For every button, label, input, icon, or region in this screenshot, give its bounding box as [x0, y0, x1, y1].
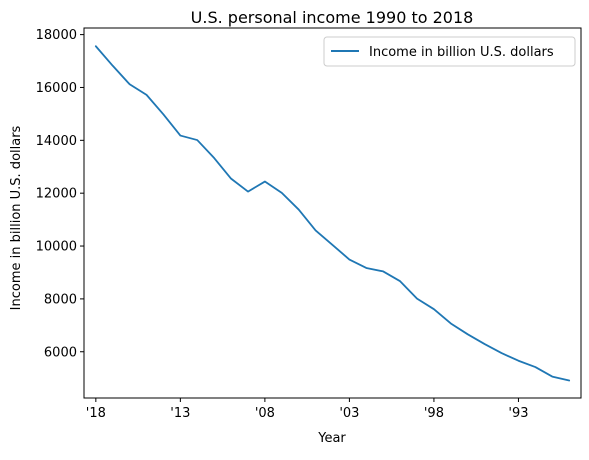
- chart-title: U.S. personal income 1990 to 2018: [191, 8, 474, 27]
- x-tick-label: '93: [508, 406, 528, 421]
- y-axis: 6000 8000 10000 12000 14000 16000 18000: [36, 28, 84, 360]
- y-tick-label: 12000: [36, 187, 77, 202]
- legend: Income in billion U.S. dollars: [323, 36, 576, 67]
- plot-frame: [83, 27, 582, 399]
- x-tick-label: '03: [339, 406, 359, 421]
- x-axis: '18 '13 '08 '03 '98 '93: [86, 398, 529, 421]
- y-tick-label: 10000: [36, 240, 77, 255]
- y-tick-label: 14000: [36, 134, 77, 149]
- x-axis-label: Year: [317, 431, 346, 446]
- y-tick-label: 16000: [36, 81, 77, 96]
- y-tick-label: 18000: [36, 28, 77, 43]
- legend-label: Income in billion U.S. dollars: [369, 45, 554, 60]
- x-tick-label: '13: [170, 406, 190, 421]
- y-axis-label: Income in billion U.S. dollars: [9, 125, 24, 310]
- legend-box: [323, 36, 576, 67]
- x-tick-label: '98: [424, 406, 444, 421]
- plot-area: [94, 45, 571, 382]
- y-tick-label: 8000: [44, 292, 77, 307]
- y-tick-label: 6000: [44, 345, 77, 360]
- series-line: [94, 45, 571, 382]
- x-tick-label: '18: [86, 406, 106, 421]
- x-tick-label: '08: [255, 406, 275, 421]
